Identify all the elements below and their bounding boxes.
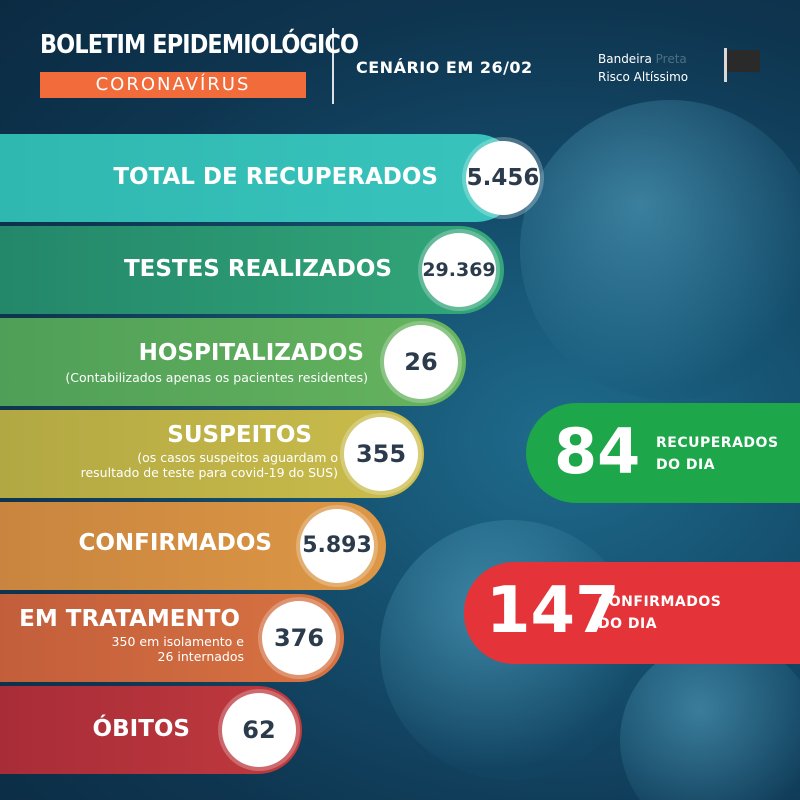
label-hospitalizados: HOSPITALIZADOS: [138, 340, 364, 366]
bulletin-title: BOLETIM EPIDEMIOLÓGICO: [40, 30, 359, 60]
black-flag-icon: [724, 48, 760, 82]
virus-decoration: [520, 100, 800, 400]
note-hospitalizados: (Contabilizados apenas os pacientes resi…: [65, 370, 368, 385]
note-suspeitos-2: resultado de teste para covid-19 do SUS): [80, 465, 338, 480]
flag-line1-b: Preta: [655, 52, 687, 66]
bulletin-subtitle: CORONAVÍRUS: [40, 72, 306, 98]
label-obitos: ÓBITOS: [92, 716, 190, 742]
header: BOLETIM EPIDEMIOLÓGICO CORONAVÍRUS CENÁR…: [0, 0, 800, 120]
note-tratamento-1: 350 em isolamento e: [111, 634, 244, 649]
daily-confirmados-line2: DO DIA: [598, 616, 658, 632]
header-divider: [332, 28, 334, 104]
scenario-date: CENÁRIO EM 26/02: [356, 58, 533, 77]
bar-recuperados: [0, 134, 520, 222]
flag-status: Bandeira Preta Risco Altíssimo: [598, 50, 688, 86]
daily-confirmados-value: 147: [486, 574, 620, 648]
value-testes: 29.369: [422, 233, 496, 307]
daily-recuperados-value: 84: [554, 415, 641, 488]
flag-line2: Risco Altíssimo: [598, 70, 689, 84]
daily-recuperados-line2: DO DIA: [656, 457, 716, 473]
label-suspeitos: SUSPEITOS: [167, 422, 312, 448]
value-confirmados: 5.893: [300, 509, 374, 583]
bar-testes: [0, 226, 504, 314]
value-hospitalizados: 26: [384, 325, 458, 399]
note-tratamento-2: 26 internados: [157, 649, 244, 664]
value-suspeitos: 355: [344, 417, 418, 491]
virus-decoration: [620, 640, 800, 800]
label-testes: TESTES REALIZADOS: [123, 256, 392, 282]
note-suspeitos-1: (os casos suspeitos aguardam o: [137, 450, 338, 465]
value-obitos: 62: [222, 693, 296, 767]
label-recuperados: TOTAL DE RECUPERADOS: [113, 164, 438, 190]
daily-recuperados-line1: RECUPERADOS: [656, 435, 779, 451]
value-tratamento: 376: [262, 601, 336, 675]
daily-confirmados-pill: 147 CONFIRMADOS DO DIA: [464, 562, 800, 664]
value-recuperados: 5.456: [466, 141, 540, 215]
label-confirmados: CONFIRMADOS: [78, 530, 272, 556]
flag-line1-a: Bandeira: [598, 52, 652, 66]
daily-recuperados-pill: 84 RECUPERADOS DO DIA: [526, 403, 800, 503]
label-tratamento: EM TRATAMENTO: [19, 606, 240, 632]
daily-confirmados-line1: CONFIRMADOS: [598, 594, 722, 610]
